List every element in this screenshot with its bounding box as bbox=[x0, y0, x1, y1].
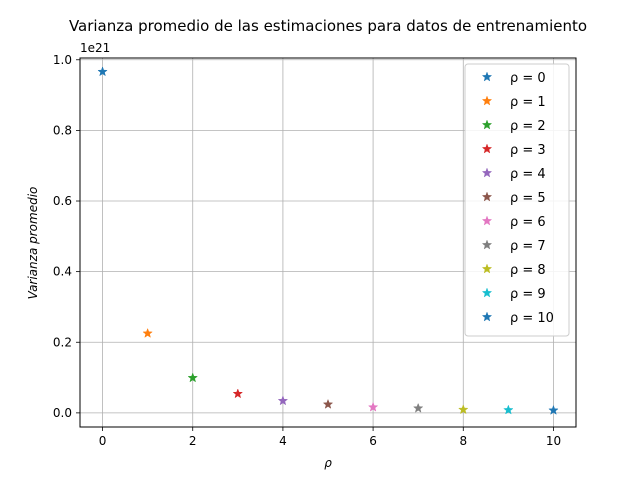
legend-label: ρ = 3 bbox=[510, 143, 546, 158]
y-axis-label: Varianza promedio bbox=[26, 187, 40, 300]
x-tick-label: 10 bbox=[546, 434, 561, 448]
y-tick-label: 0.2 bbox=[53, 335, 72, 349]
legend-marker bbox=[481, 263, 493, 274]
x-tick-label: 4 bbox=[279, 434, 287, 448]
legend-marker bbox=[481, 215, 493, 226]
y-tick-label: 0.0 bbox=[53, 406, 72, 420]
legend-marker bbox=[481, 287, 493, 298]
legend-label: ρ = 2 bbox=[510, 119, 546, 134]
data-point bbox=[97, 66, 108, 77]
data-point bbox=[322, 398, 334, 409]
x-tick-label: 0 bbox=[99, 434, 107, 448]
legend-label: ρ = 10 bbox=[510, 311, 554, 326]
data-point bbox=[187, 372, 198, 383]
y-offset-label: 1e21 bbox=[80, 41, 110, 55]
legend-label: ρ = 8 bbox=[510, 263, 546, 278]
y-tick-label: 0.4 bbox=[53, 265, 72, 279]
legend-marker bbox=[481, 143, 493, 154]
legend-label: ρ = 6 bbox=[510, 215, 546, 230]
legend-label: ρ = 1 bbox=[510, 95, 546, 110]
y-tick-label: 0.6 bbox=[53, 194, 72, 208]
data-points bbox=[97, 66, 559, 415]
legend-marker bbox=[481, 191, 493, 202]
data-point bbox=[142, 327, 153, 338]
y-tick-label: 0.8 bbox=[53, 123, 72, 137]
data-point bbox=[503, 404, 514, 415]
legend-marker bbox=[481, 95, 493, 106]
legend-label: ρ = 4 bbox=[510, 167, 546, 182]
data-point bbox=[412, 402, 424, 413]
data-point bbox=[232, 388, 244, 399]
legend-marker bbox=[481, 119, 493, 130]
data-point bbox=[458, 404, 469, 415]
plot-frame bbox=[79, 57, 577, 428]
legend-marker bbox=[481, 239, 493, 250]
axis-ticks: 0 2 4 6 8 10 0.0 0.2 0.4 0.6 0.8 1.0 bbox=[53, 53, 561, 448]
legend: ρ = 0 ρ = 1 ρ = 2 ρ = 3 ρ = 4 ρ = 5 ρ = 6 ρ = 7… bbox=[464, 63, 570, 337]
legend-label: ρ = 0 bbox=[510, 71, 546, 86]
data-point bbox=[277, 395, 289, 406]
data-point bbox=[548, 404, 559, 415]
legend-marker bbox=[481, 311, 493, 322]
legend-label: ρ = 7 bbox=[510, 239, 546, 254]
x-tick-label: 2 bbox=[189, 434, 197, 448]
legend-label: ρ = 9 bbox=[510, 287, 546, 302]
x-axis-label: ρ bbox=[324, 456, 332, 470]
x-tick-label: 6 bbox=[369, 434, 377, 448]
data-point bbox=[367, 401, 379, 412]
y-tick-label: 1.0 bbox=[53, 53, 72, 67]
x-tick-label: 8 bbox=[459, 434, 467, 448]
legend-label: ρ = 5 bbox=[510, 191, 546, 206]
legend-marker bbox=[481, 167, 493, 178]
legend-marker bbox=[481, 71, 493, 82]
chart-title: Varianza promedio de las estimaciones pa… bbox=[69, 17, 587, 35]
